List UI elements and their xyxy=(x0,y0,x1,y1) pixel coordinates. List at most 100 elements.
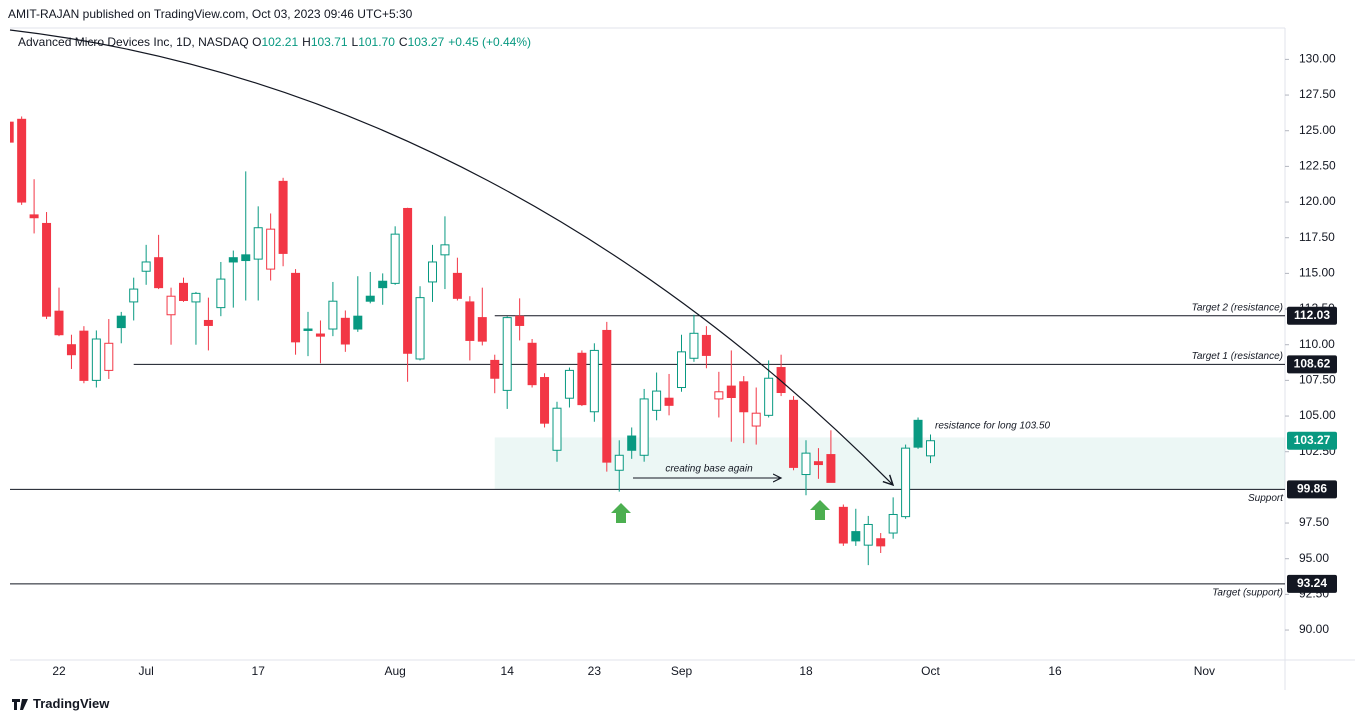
candle-body xyxy=(179,282,188,301)
candle-body xyxy=(403,207,413,354)
candle-body xyxy=(266,228,276,270)
candle-body xyxy=(552,407,562,451)
candle-body xyxy=(328,300,338,330)
published-line: AMIT-RAJAN published on TradingView.com,… xyxy=(8,7,413,21)
y-tick-label: 130.00 xyxy=(1299,52,1336,66)
candle-body xyxy=(851,531,861,542)
price-box xyxy=(1287,355,1337,374)
candle-body xyxy=(838,506,848,544)
annotation: creating base again xyxy=(665,464,753,475)
x-tick-label: 23 xyxy=(588,664,602,678)
candle-body xyxy=(652,390,662,411)
candle-body xyxy=(477,317,487,342)
candle-body xyxy=(129,288,139,303)
candle-body xyxy=(789,399,799,468)
candle-body xyxy=(228,257,238,263)
annotation: resistance for long 103.50 xyxy=(935,421,1051,432)
y-tick-label: 110.00 xyxy=(1299,337,1335,351)
candle-body xyxy=(66,344,76,356)
candle-body xyxy=(79,330,89,381)
candle-body xyxy=(801,452,811,476)
candle-body xyxy=(104,342,114,371)
field-key: C xyxy=(398,35,408,49)
candle-body xyxy=(440,244,450,256)
x-tick-label: Sep xyxy=(671,664,693,678)
candle-body xyxy=(776,367,786,394)
symbol: Advanced Micro Devices Inc, 1D, NASDAQ xyxy=(18,35,249,49)
y-tick-label: 97.50 xyxy=(1299,515,1329,529)
x-tick-label: 17 xyxy=(252,664,266,678)
y-tick-label: 117.50 xyxy=(1299,230,1335,244)
candle-body xyxy=(751,412,761,427)
candle-body xyxy=(315,333,325,337)
candle-body xyxy=(639,398,649,456)
candle-body xyxy=(203,319,213,326)
price-box-label: 99.86 xyxy=(1297,482,1327,496)
field-key: O xyxy=(252,35,262,49)
candle-body xyxy=(216,278,226,309)
up-arrow xyxy=(611,503,631,523)
candle-body xyxy=(91,338,101,381)
candle-body xyxy=(515,315,525,326)
candle-body xyxy=(813,461,823,466)
candle-body xyxy=(465,301,475,341)
y-tick-label: 90.00 xyxy=(1299,622,1329,636)
candle-body xyxy=(602,329,612,463)
candle-body xyxy=(726,385,736,398)
y-tick-label: 122.50 xyxy=(1299,159,1336,173)
field-value: 101.70 xyxy=(358,35,395,49)
price-axis: 90.0092.5095.0097.50102.50105.00107.5011… xyxy=(1285,52,1336,636)
candle-body xyxy=(278,180,288,254)
candle-body xyxy=(826,454,836,483)
y-tick-label: 115.00 xyxy=(1299,266,1335,280)
candle-body xyxy=(42,222,52,317)
candle-body xyxy=(141,261,151,272)
trend-curve xyxy=(9,29,893,485)
x-tick-label: 16 xyxy=(1048,664,1062,678)
candle-body xyxy=(191,292,201,303)
candle-body xyxy=(10,121,14,143)
x-tick-label: Oct xyxy=(921,664,940,678)
candle-body xyxy=(714,391,724,400)
candle-body xyxy=(29,214,39,219)
candle-body xyxy=(677,351,686,389)
candle-body xyxy=(353,315,363,330)
candle-body xyxy=(253,227,263,260)
y-tick-label: 120.00 xyxy=(1299,194,1336,208)
candle-body xyxy=(876,538,886,547)
brand-logo xyxy=(12,699,28,710)
candle-body xyxy=(701,334,711,356)
field-value: 103.27 xyxy=(407,35,445,49)
price-box-label: 93.24 xyxy=(1297,576,1327,590)
candle-body xyxy=(452,272,462,299)
candle-body xyxy=(540,377,550,424)
candle-body xyxy=(664,397,674,406)
candle-body xyxy=(564,369,574,399)
y-tick-label: 95.00 xyxy=(1299,551,1329,565)
candle-body xyxy=(863,523,873,546)
candle-body xyxy=(17,118,27,203)
candle-body xyxy=(739,381,749,413)
candle-body xyxy=(241,254,251,262)
candle-body xyxy=(926,440,935,457)
candle-body xyxy=(888,513,898,534)
price-box xyxy=(1287,480,1337,499)
x-tick-label: 14 xyxy=(501,664,515,678)
price-box xyxy=(1287,574,1337,593)
y-tick-label: 107.50 xyxy=(1299,373,1336,387)
level-text: Support xyxy=(1248,493,1284,504)
candle-body xyxy=(689,332,699,359)
x-tick-label: Nov xyxy=(1194,664,1215,678)
level-text: Target 2 (resistance) xyxy=(1192,302,1283,313)
x-tick-label: 22 xyxy=(52,664,66,678)
candle-body xyxy=(901,447,911,518)
candle-body xyxy=(490,359,500,379)
y-tick-label: 125.00 xyxy=(1299,123,1336,137)
y-tick-label: 105.00 xyxy=(1299,408,1336,422)
candle-body xyxy=(390,233,400,284)
candle-body xyxy=(627,435,637,451)
change: +0.45 (+0.44%) xyxy=(448,35,532,49)
candle-body xyxy=(365,295,375,302)
candle-body xyxy=(428,261,437,283)
